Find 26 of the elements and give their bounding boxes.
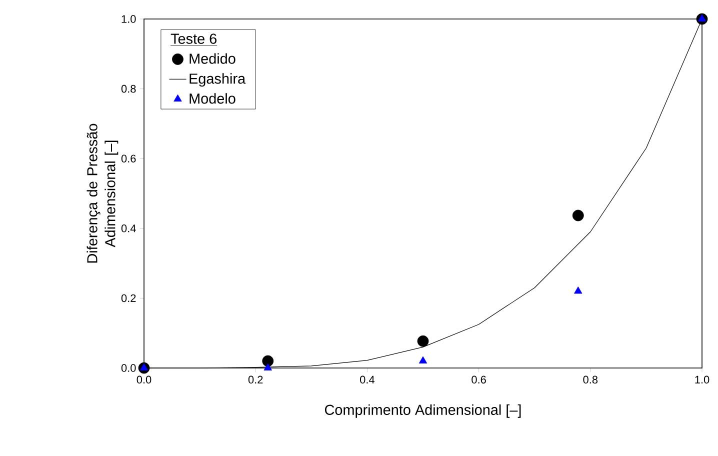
legend-label: Modelo [190,93,236,104]
point [418,356,428,364]
x-tick-label: 1.0 [695,376,710,384]
point [572,210,584,222]
point [574,286,582,294]
x-tick-label: 0.2 [248,376,263,384]
legend-title: Teste 6 [170,34,216,44]
y-tick-label: 0.0 [121,364,136,372]
y-axis-title: Diferença de Pressão Adimensional [–] [86,124,118,263]
x-tick-label: 0.4 [360,376,374,384]
x-tick-label: 0.8 [583,376,598,384]
legend-label: Egashira [190,73,246,87]
point [264,363,272,370]
x-tick-label: 0.6 [472,376,486,384]
point [698,14,706,22]
x-tick-label: 0.0 [136,376,152,384]
point [140,363,148,370]
point [262,355,274,367]
y-tick-label: 1.0 [122,15,136,23]
y-tick-label: 0.6 [121,154,136,162]
point [417,335,429,347]
x-axis-title: Comprimento Adimensional [–] [324,404,521,418]
legend-label: Medido [190,53,236,64]
y-tick-label: 0.8 [121,84,136,93]
y-tick-label: 0.2 [121,294,136,302]
y-tick-label: 0.4 [121,224,136,232]
